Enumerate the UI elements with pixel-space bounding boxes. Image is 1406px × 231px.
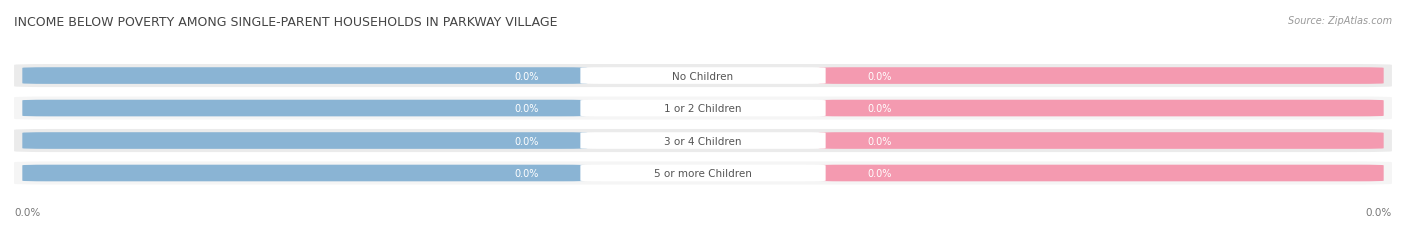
Text: 0.0%: 0.0% <box>868 136 891 146</box>
FancyBboxPatch shape <box>22 165 588 182</box>
FancyBboxPatch shape <box>581 100 825 117</box>
Text: INCOME BELOW POVERTY AMONG SINGLE-PARENT HOUSEHOLDS IN PARKWAY VILLAGE: INCOME BELOW POVERTY AMONG SINGLE-PARENT… <box>14 16 558 29</box>
FancyBboxPatch shape <box>14 129 1392 152</box>
Text: 0.0%: 0.0% <box>14 207 41 217</box>
FancyBboxPatch shape <box>818 165 1384 182</box>
FancyBboxPatch shape <box>818 68 1384 85</box>
FancyBboxPatch shape <box>581 133 825 149</box>
Text: 0.0%: 0.0% <box>515 71 538 81</box>
Text: 0.0%: 0.0% <box>515 103 538 114</box>
FancyBboxPatch shape <box>581 68 825 85</box>
Text: 3 or 4 Children: 3 or 4 Children <box>664 136 742 146</box>
Text: 0.0%: 0.0% <box>515 168 538 178</box>
Text: 5 or more Children: 5 or more Children <box>654 168 752 178</box>
Text: Source: ZipAtlas.com: Source: ZipAtlas.com <box>1288 16 1392 26</box>
Text: 0.0%: 0.0% <box>868 103 891 114</box>
FancyBboxPatch shape <box>818 133 1384 149</box>
FancyBboxPatch shape <box>818 100 1384 117</box>
Text: 0.0%: 0.0% <box>1365 207 1392 217</box>
FancyBboxPatch shape <box>22 68 588 85</box>
FancyBboxPatch shape <box>14 65 1392 88</box>
Text: 0.0%: 0.0% <box>868 71 891 81</box>
FancyBboxPatch shape <box>14 162 1392 185</box>
Text: No Children: No Children <box>672 71 734 81</box>
FancyBboxPatch shape <box>14 97 1392 120</box>
Text: 0.0%: 0.0% <box>868 168 891 178</box>
FancyBboxPatch shape <box>22 133 588 149</box>
FancyBboxPatch shape <box>22 100 588 117</box>
FancyBboxPatch shape <box>581 165 825 182</box>
Text: 1 or 2 Children: 1 or 2 Children <box>664 103 742 114</box>
Text: 0.0%: 0.0% <box>515 136 538 146</box>
